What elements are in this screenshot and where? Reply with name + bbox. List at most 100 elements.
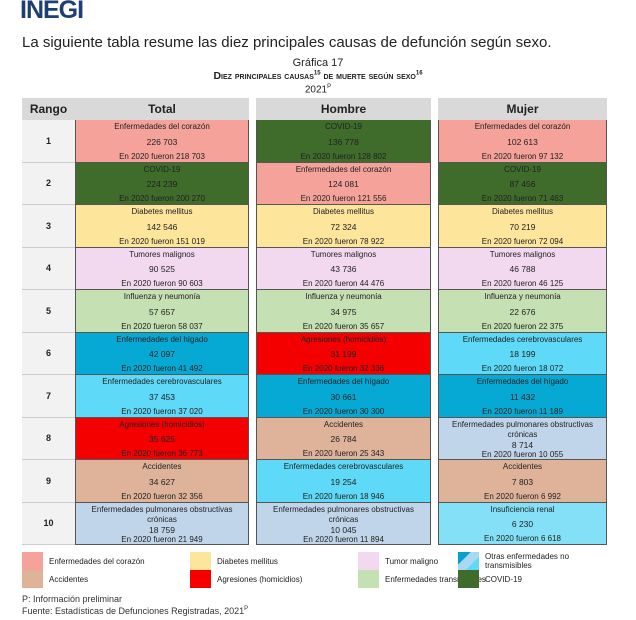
previous-year-count: En 2020 fueron 41 492 [121, 364, 203, 373]
previous-year-count: En 2020 fueron 121 556 [300, 194, 387, 203]
previous-year-count: En 2020 fueron 97 132 [481, 151, 564, 161]
legend-label: Diabetes mellitus [217, 556, 278, 566]
cause-name: Tumores malignos [489, 249, 556, 259]
cause-name: Enfermedades pulmonares obstructivas cró… [273, 504, 414, 524]
cause-name: Enfermedades del hígado [476, 377, 569, 386]
previous-year-count: En 2020 fueron 11 189 [482, 406, 563, 416]
cause-name: Enfermedades del hígado [297, 377, 390, 386]
death-count: 30 661 [330, 391, 357, 402]
cause-cell: Agresiones (homicidios) 35 625 En 2020 fue… [75, 417, 249, 460]
legend-swatch [358, 552, 379, 570]
previous-year-count: En 2020 fueron 21 949 [121, 534, 203, 544]
previous-year-count: En 2020 fueron 90 603 [121, 279, 203, 288]
cause-name: Insuficiencia renal [490, 504, 555, 514]
death-count: 22 676 [509, 306, 536, 317]
total-header: Total [75, 98, 249, 120]
cause-name: Enfermedades pulmonares obstructivas cró… [452, 419, 593, 439]
previous-year-count: En 2020 fueron 44 476 [302, 279, 385, 288]
cause-name: Accidentes [142, 462, 182, 471]
rango-column: Rango 1 2 3 4 5 6 7 8 9 10 [22, 98, 75, 545]
legend-item: Tumor maligno [358, 552, 438, 570]
chart-year: 2021P [304, 84, 332, 96]
cause-cell: Enfermedades cerebrovasculares 18 199 En 2… [438, 332, 607, 375]
legend-item: Accidentes [22, 570, 88, 588]
rank-cell: 2 [22, 163, 75, 205]
death-count: 142 546 [146, 221, 178, 232]
death-count: 11 432 [509, 391, 536, 402]
rango-header: Rango [22, 98, 75, 120]
death-count: 6 230 [511, 519, 534, 530]
death-count: 42 097 [149, 349, 175, 360]
previous-year-count: En 2020 fueron 37 020 [121, 406, 203, 416]
total-column: Total Enfermedades del corazón 226 703 En 2… [75, 98, 249, 545]
cause-cell: Enfermedades del corazón 124 081 En 2020 f… [256, 162, 431, 205]
hombre-header: Hombre [256, 98, 431, 120]
cause-cell: Accidentes 34 627 En 2020 fueron 32 356 [75, 460, 249, 503]
cause-name: Accidentes [323, 419, 364, 429]
legend-label: Enfermedades del corazón [49, 556, 145, 566]
cause-name: COVID-19 [325, 122, 362, 131]
cause-name: Enfermedades del corazón [295, 164, 392, 174]
death-count: 7 803 [511, 476, 534, 487]
cause-cell: Enfermedades del hígado 11 432 En 2020 fue… [438, 375, 607, 418]
previous-year-count: En 2020 fueron 71 463 [481, 194, 564, 203]
death-count: 102 613 [507, 136, 538, 147]
rank-cell: 8 [22, 418, 75, 460]
legend-item: Agresiones (homicidios) [190, 570, 302, 588]
previous-year-count: En 2020 fueron 6 992 [484, 491, 561, 501]
legend-label: Tumor maligno [385, 556, 439, 566]
legend-swatch [22, 570, 43, 588]
cause-cell: Enfermedades pulmonares obstructivas cró… [438, 417, 607, 460]
cause-cell: Enfermedades del corazón 102 613 En 2020 f… [438, 120, 607, 163]
hombre-column: Hombre COVID-19 136 778 En 2020 fueron 128 … [256, 98, 431, 545]
death-count: 70 219 [509, 221, 536, 232]
preliminary-note: P: Información preliminar [22, 594, 123, 604]
cause-cell: Tumores malignos 90 525 En 2020 fueron 90 … [75, 247, 249, 290]
previous-year-count: En 2020 fueron 218 703 [119, 151, 205, 161]
cause-name: Enfermedades del corazón [474, 122, 571, 131]
legend-swatch [22, 552, 43, 570]
death-count: 57 657 [149, 306, 175, 317]
legend-label: Agresiones (homicidios) [217, 574, 303, 584]
previous-year-count: En 2020 fueron 72 094 [481, 236, 564, 246]
inegi-logo: INEGI [20, 0, 84, 24]
cause-name: Enfermedades cerebrovasculares [102, 377, 222, 386]
chart-title: Diez principales causas15 de muerte segú… [213, 70, 423, 82]
death-count: 31 199 [330, 349, 357, 360]
cause-name: Enfermedades cerebrovasculares [462, 334, 583, 344]
death-count: 124 081 [328, 179, 359, 190]
previous-year-count: En 2020 fueron 11 894 [303, 534, 384, 544]
cause-name: Influenza y neumonía [123, 292, 201, 301]
chart-number: Gráfica 17 [292, 57, 344, 69]
cause-cell: COVID-19 87 456 En 2020 fueron 71 463 [438, 162, 607, 205]
legend-swatch [458, 570, 479, 588]
cause-cell: Enfermedades del hígado 30 661 En 2020 fue… [256, 375, 431, 418]
legend-label: COVID-19 [485, 574, 522, 584]
previous-year-count: En 2020 fueron 151 019 [119, 236, 205, 246]
previous-year-count: En 2020 fueron 32 336 [302, 364, 385, 373]
death-count: 19 254 [330, 476, 357, 487]
rank-cell: 9 [22, 460, 75, 503]
death-count: 35 625 [149, 434, 175, 445]
rank-cell: 10 [22, 503, 75, 545]
previous-year-count: En 2020 fueron 22 375 [481, 321, 564, 331]
death-count: 136 778 [328, 136, 359, 147]
cause-name: COVID-19 [504, 164, 541, 174]
rank-cell: 6 [22, 333, 75, 375]
death-count: 34 627 [149, 476, 175, 487]
legend-item: COVID-19 [458, 570, 522, 588]
cause-cell: Enfermedades del hígado 42 097 En 2020 fue… [75, 332, 249, 375]
rank-cell: 3 [22, 205, 75, 248]
previous-year-count: En 2020 fueron 128 802 [300, 151, 387, 161]
cause-cell: Enfermedades pulmonares obstructivas cró… [75, 502, 249, 545]
legend-label: Accidentes [49, 574, 89, 584]
death-count: 34 975 [330, 306, 357, 317]
previous-year-count: En 2020 fueron 200 270 [119, 194, 205, 203]
legend-item: Enfermedades del corazón [22, 552, 145, 570]
cause-cell: Influenza y neumonía 22 676 En 2020 fueron… [438, 290, 607, 333]
death-count: 26 784 [330, 434, 357, 445]
previous-year-count: En 2020 fueron 30 300 [302, 406, 385, 416]
mujer-column: Mujer Enfermedades del corazón 102 613 En 2… [438, 98, 607, 545]
death-count: 37 453 [149, 391, 175, 402]
previous-year-count: En 2020 fueron 36 773 [121, 449, 203, 458]
